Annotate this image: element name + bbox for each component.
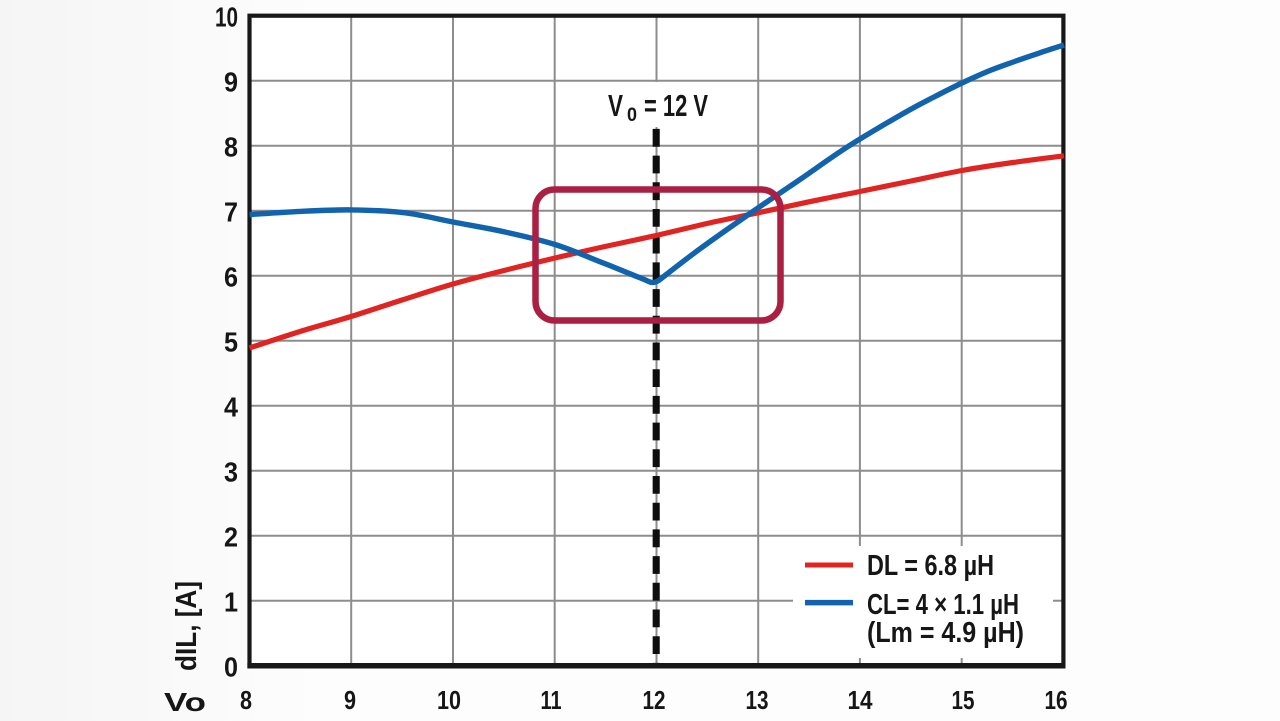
svg-text:DL = 6.8 µH: DL = 6.8 µH — [867, 550, 994, 582]
svg-text:6: 6 — [224, 262, 238, 293]
svg-text:15: 15 — [952, 687, 975, 715]
svg-text:9: 9 — [224, 67, 238, 98]
svg-text:16: 16 — [1045, 687, 1068, 715]
svg-text:11: 11 — [541, 687, 562, 715]
svg-text:dIL, [A]: dIL, [A] — [171, 581, 203, 671]
svg-text:0: 0 — [627, 105, 637, 126]
svg-text:10: 10 — [215, 2, 238, 33]
svg-text:9: 9 — [344, 687, 356, 715]
svg-text:8: 8 — [224, 132, 238, 163]
svg-text:10: 10 — [437, 687, 461, 715]
svg-text:4: 4 — [224, 392, 238, 423]
svg-text:5: 5 — [224, 327, 238, 358]
svg-text:3: 3 — [224, 457, 238, 488]
svg-text:14: 14 — [848, 687, 874, 715]
svg-text:13: 13 — [746, 687, 769, 715]
svg-text:= 12 V: = 12 V — [644, 88, 708, 123]
svg-text:V: V — [608, 88, 623, 123]
svg-text:12: 12 — [643, 687, 666, 715]
svg-text:0: 0 — [224, 652, 238, 683]
svg-text:1: 1 — [224, 587, 238, 618]
svg-text:CL= 4 × 1.1 µH: CL= 4 × 1.1 µH — [867, 589, 1019, 621]
svg-text:2: 2 — [224, 522, 238, 553]
svg-text:Vo: Vo — [164, 687, 206, 717]
svg-text:(Lm = 4.9 µH): (Lm = 4.9 µH) — [867, 617, 1024, 649]
svg-text:8: 8 — [240, 687, 252, 715]
svg-text:7: 7 — [224, 197, 238, 228]
